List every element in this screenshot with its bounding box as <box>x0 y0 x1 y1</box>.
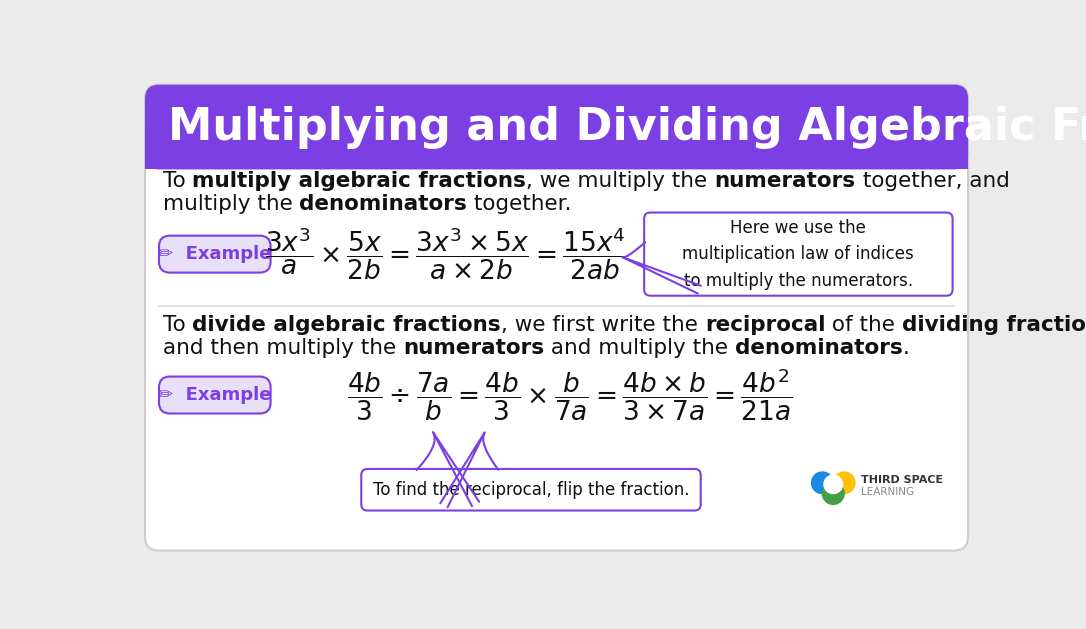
Text: dividing fraction: dividing fraction <box>902 315 1086 335</box>
Text: ✏  Example: ✏ Example <box>159 386 272 404</box>
Text: together, and: together, and <box>856 171 1009 191</box>
Text: denominators: denominators <box>300 194 467 214</box>
Text: numerators: numerators <box>715 171 856 191</box>
Text: To: To <box>163 171 192 191</box>
Text: Multiplying and Dividing Algebraic Fractions: Multiplying and Dividing Algebraic Fract… <box>168 106 1086 148</box>
Text: multiply the: multiply the <box>163 194 300 214</box>
Circle shape <box>822 483 844 504</box>
Text: ✏  Example: ✏ Example <box>159 245 272 263</box>
Circle shape <box>833 472 855 494</box>
Text: denominators: denominators <box>735 338 902 358</box>
Text: divide algebraic fractions: divide algebraic fractions <box>192 315 501 335</box>
FancyBboxPatch shape <box>159 377 270 413</box>
FancyBboxPatch shape <box>146 85 968 550</box>
Text: THIRD SPACE: THIRD SPACE <box>861 475 944 485</box>
Text: numerators: numerators <box>403 338 544 358</box>
Bar <box>146 127 968 169</box>
Text: and then multiply the: and then multiply the <box>163 338 403 358</box>
Text: .: . <box>902 338 909 358</box>
Text: multiply algebraic fractions: multiply algebraic fractions <box>192 171 527 191</box>
Text: , we multiply the: , we multiply the <box>527 171 715 191</box>
Text: LEARNING: LEARNING <box>861 487 914 497</box>
Text: $\dfrac{3x^3}{a} \times \dfrac{5x}{2b} = \dfrac{3x^3 \times 5x}{a \times 2b} = \: $\dfrac{3x^3}{a} \times \dfrac{5x}{2b} =… <box>265 226 627 282</box>
FancyBboxPatch shape <box>159 236 270 272</box>
Circle shape <box>824 475 843 494</box>
Text: To find the reciprocal, flip the fraction.: To find the reciprocal, flip the fractio… <box>372 481 690 499</box>
Text: To: To <box>163 315 192 335</box>
Circle shape <box>811 472 833 494</box>
FancyBboxPatch shape <box>362 469 700 511</box>
Text: of the: of the <box>825 315 902 335</box>
Text: together.: together. <box>467 194 571 214</box>
Text: and multiply the: and multiply the <box>544 338 735 358</box>
Text: $\dfrac{4b}{3} \div \dfrac{7a}{b} = \dfrac{4b}{3} \times \dfrac{b}{7a} = \dfrac{: $\dfrac{4b}{3} \div \dfrac{7a}{b} = \dfr… <box>346 367 793 423</box>
FancyBboxPatch shape <box>644 213 952 296</box>
Text: reciprocal: reciprocal <box>705 315 825 335</box>
Text: Here we use the
multiplication law of indices
to multiply the numerators.: Here we use the multiplication law of in… <box>682 219 914 289</box>
FancyBboxPatch shape <box>146 85 968 169</box>
Text: , we first write the: , we first write the <box>501 315 705 335</box>
